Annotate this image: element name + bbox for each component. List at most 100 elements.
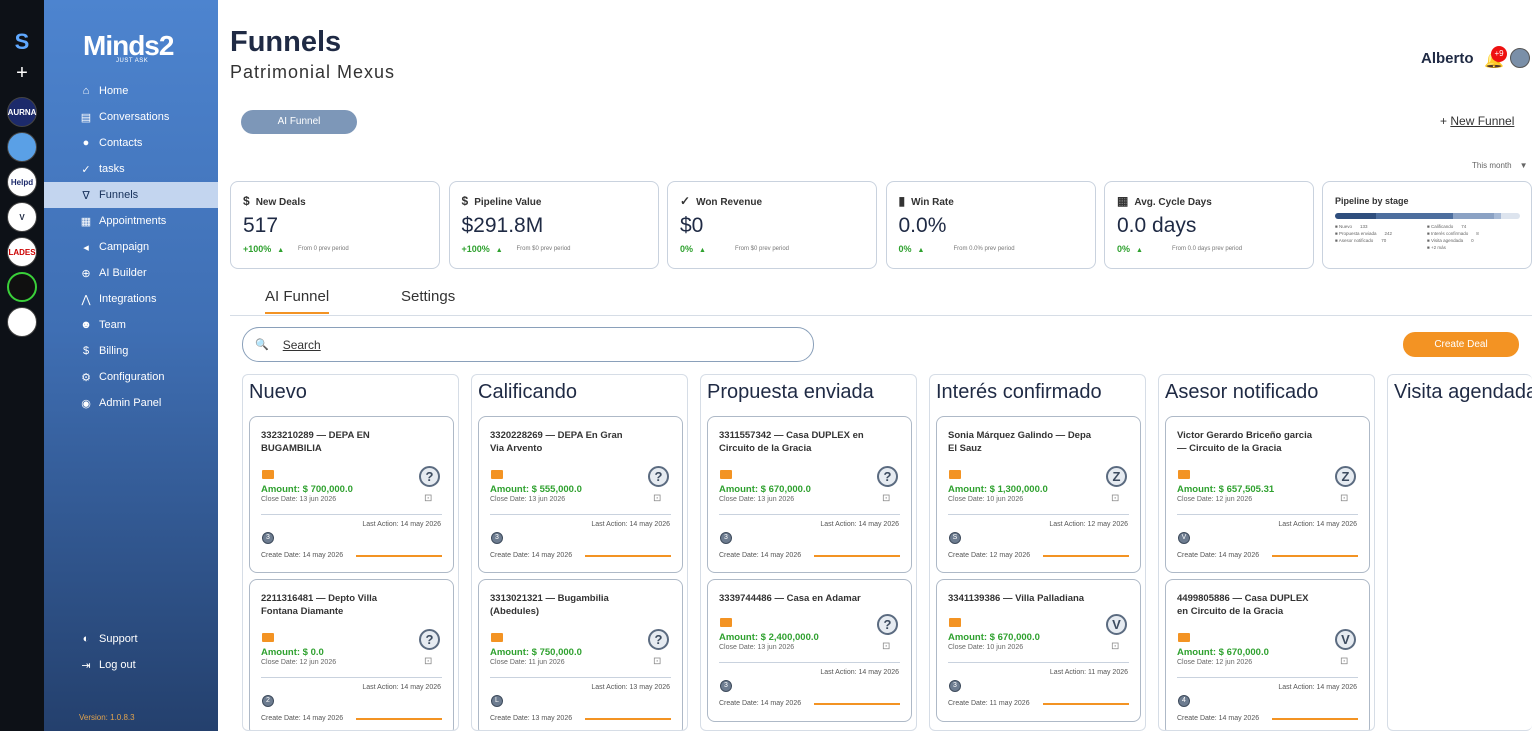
sidebar-item-contacts[interactable]: ● Contacts [44,130,218,156]
deal-card[interactable]: Victor Gerardo Briceño garcia — Circuito… [1165,416,1370,573]
robot-icon[interactable]: ⊡ [1340,493,1349,504]
robot-icon[interactable]: ⊡ [1111,493,1120,504]
new-funnel-button[interactable]: + New Funnel [1440,114,1514,128]
assignee-avatar[interactable]: Z [1106,466,1127,487]
last-action: Last Action: 14 may 2026 [820,669,899,676]
legend-entry: ■ Visita agendada 0 [1427,238,1474,243]
sidebar-item-label: AI Builder [99,267,147,279]
sidebar-item-label: Support [99,633,138,645]
sidebar-item-configuration[interactable]: ⚙ Configuration [44,364,218,390]
deal-card[interactable]: 3341139386 — Villa Palladiana Amount: $ 6… [936,579,1141,722]
sidebar-item-home[interactable]: ⌂ Home [44,78,218,104]
sidebar-item-admin-panel[interactable]: ◉ Admin Panel [44,390,218,416]
robot-icon[interactable]: ⊡ [882,641,891,652]
sidebar-item-funnels[interactable]: ∇ Funnels [44,182,218,208]
workspace-avatar[interactable] [7,132,37,162]
kpi-icon: ✓ [680,194,691,208]
sidebar-item-integrations[interactable]: ⋀ Integrations [44,286,218,312]
user-name[interactable]: Alberto [1421,50,1474,67]
arrow-up-icon: ▲ [277,247,285,254]
sidebar-item-tasks[interactable]: ✓ tasks [44,156,218,182]
robot-icon[interactable]: ⊡ [1340,656,1349,667]
legend-entry: ■ Propuesta enviada 242 [1335,231,1393,236]
last-action: Last Action: 14 may 2026 [362,684,441,691]
legend-label: Calificando [1430,224,1454,229]
deal-card[interactable]: 4499805886 — Casa DUPLEX en Circuito de … [1165,579,1370,730]
deal-card[interactable]: Sonia Márquez Galindo — Depa El Sauz Amou… [936,416,1141,573]
kanban-column: Interés confirmado Sonia Márquez Galindo … [929,374,1146,731]
pipeline-segment [1494,213,1502,219]
assignee-avatar[interactable]: ? [419,629,440,650]
robot-icon[interactable]: ⊡ [1111,641,1120,652]
create-date: Create Date: 14 may 2026 [261,552,344,559]
robot-icon[interactable]: ⊡ [424,656,433,667]
assignee-avatar[interactable]: ? [648,466,669,487]
sidebar-item-team[interactable]: ☻ Team [44,312,218,338]
sidebar-item-appointments[interactable]: ▦ Appointments [44,208,218,234]
robot-icon[interactable]: ⊡ [653,493,662,504]
kpi-icon: $ [461,194,469,208]
tab-ai-funnel[interactable]: AI Funnel [265,288,330,314]
deal-card[interactable]: 3323210289 — DEPA EN BUGAMBILIA Amount: $… [249,416,454,573]
robot-icon[interactable]: ⊡ [653,656,662,667]
deal-card[interactable]: 3339744486 — Casa en Adamar Amount: $ 2,4… [707,579,912,722]
sidebar-item-campaign[interactable]: ◂ Campaign [44,234,218,260]
create-date: Create Date: 14 may 2026 [1177,715,1260,722]
sidebar-item-logout[interactable]: ⇥ Log out [44,652,218,678]
assignee-avatar[interactable]: V [1335,629,1356,650]
workspace-avatar[interactable] [7,272,37,302]
sidebar-item-ai-builder[interactable]: ⊕ AI Builder [44,260,218,286]
kpi-change-value: 0% [898,244,912,254]
search-input[interactable]: 🔍 Search [242,327,814,362]
sidebar-item-label: Admin Panel [99,397,162,409]
owner-avatar: L [491,695,503,707]
workspace-avatar[interactable]: V [7,202,37,232]
workspace-avatar[interactable]: LADES [7,237,37,267]
assignee-avatar[interactable]: V [1106,614,1127,635]
legend-value: 0 [1471,238,1474,243]
assignee-avatar[interactable]: ? [877,466,898,487]
deal-card[interactable]: 3311557342 — Casa DUPLEX en Circuito de … [707,416,912,573]
kpi-change-value: +100% [461,244,490,254]
deal-title: 3341139386 — Villa Palladiana [948,593,1085,604]
assignee-avatar[interactable]: ? [877,614,898,635]
workspace-avatar[interactable]: Helpd [7,167,37,197]
search-placeholder: Search [282,337,321,352]
kpi-change-value: 0% [1117,244,1131,254]
workspace-avatar[interactable]: AURNA [7,97,37,127]
sidebar-item-billing[interactable]: $ Billing [44,338,218,364]
deal-card[interactable]: 2211316481 — Depto Villa Fontana Diamant… [249,579,454,730]
tab-settings[interactable]: Settings [401,288,456,305]
legend-entry: ■ Nuevo 133 [1335,224,1368,229]
period-select[interactable]: This month ▼ [1472,161,1528,170]
robot-icon[interactable]: ⊡ [882,493,891,504]
owner-avatar: 3 [720,680,732,692]
deal-card[interactable]: 3320228269 — DEPA En Gran Via Arvento Amo… [478,416,683,573]
robot-icon[interactable]: ⊡ [424,493,433,504]
sidebar-item-conversations[interactable]: ▤ Conversations [44,104,218,130]
owner-avatar: 4 [1178,695,1190,707]
deal-amount: Amount: $ 0.0 [261,647,324,658]
home-icon: ⌂ [82,85,90,97]
add-workspace-button[interactable]: + [16,62,28,84]
assignee-avatar[interactable]: ? [648,629,669,650]
progress-bar [814,555,900,557]
brand-logo: Minds2 JUST ASK [83,30,174,64]
assignee-avatar[interactable]: Z [1335,466,1356,487]
create-deal-button[interactable]: Create Deal [1403,332,1519,357]
plus-icon: + [1440,114,1448,128]
sidebar-item-label: Configuration [99,371,165,383]
owner-avatar: 3 [720,532,732,544]
progress-bar [356,555,442,557]
app-logo-icon[interactable]: S [14,29,30,54]
sidebar-item-support[interactable]: ◐ Support [44,626,218,652]
divider [719,514,900,515]
sidebar: Minds2 JUST ASK ⌂ Home ▤ Conversations ● Conta… [44,0,218,731]
workspace-avatar[interactable] [7,307,37,337]
funnel-selector-pill[interactable]: AI Funnel [241,110,357,134]
deal-card[interactable]: 3313021321 — Bugambilia (Abedules) Amount… [478,579,683,730]
avatar[interactable] [1510,48,1530,68]
assignee-avatar[interactable]: ? [419,466,440,487]
owner-avatar: 3 [262,532,274,544]
sidebar-bottom-nav: ◐ Support ⇥ Log out [44,626,218,678]
